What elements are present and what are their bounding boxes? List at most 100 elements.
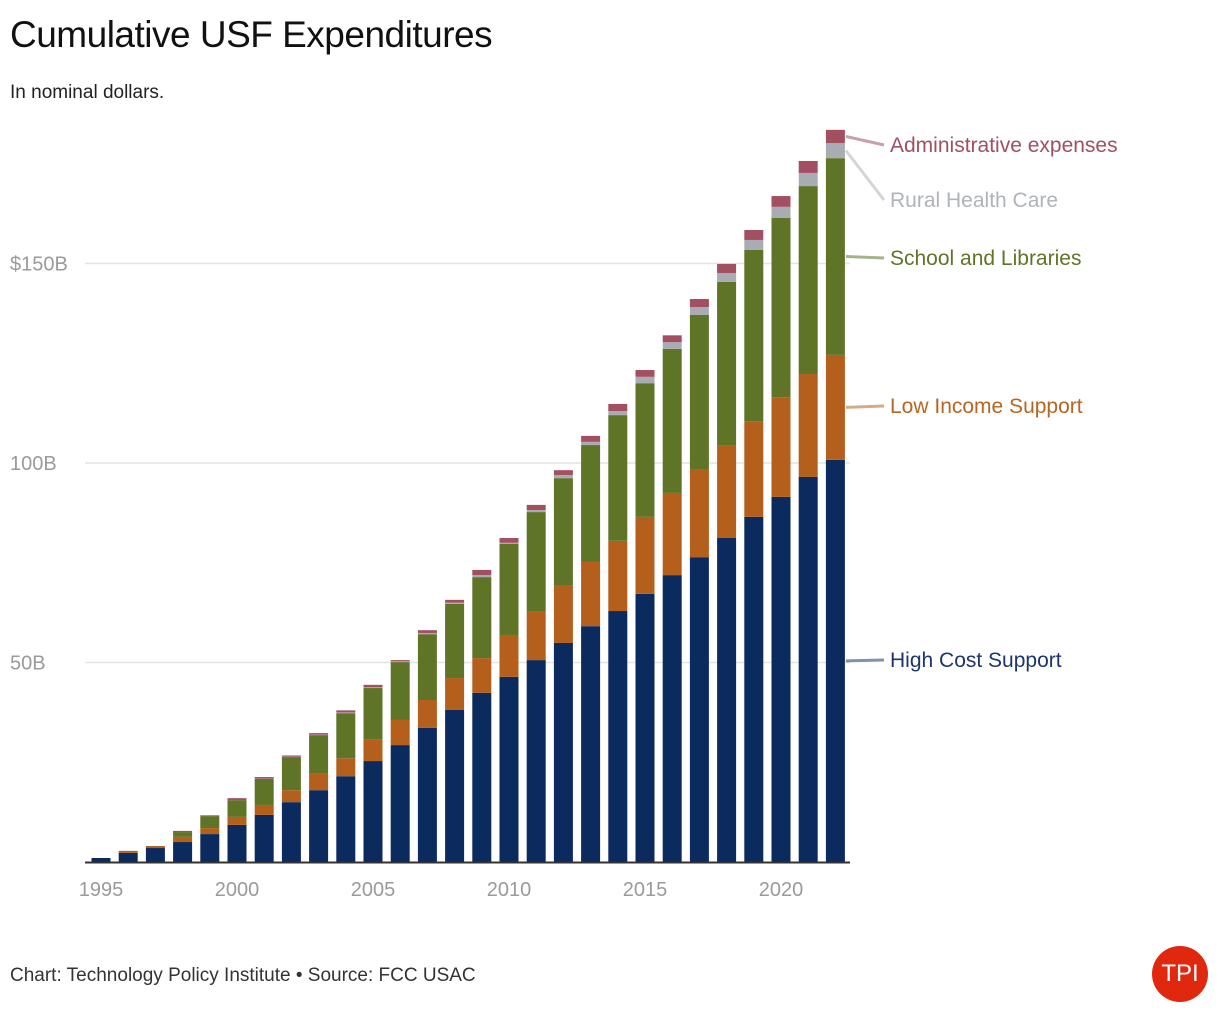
bar-segment-low-income-support <box>445 678 465 710</box>
bar-segment-school-and-libraries <box>825 158 845 355</box>
bar-segment-school-and-libraries <box>526 512 546 612</box>
bar-segment-school-and-libraries <box>581 445 601 562</box>
bar-segment-high-cost-support <box>336 776 356 862</box>
bar-segment-low-income-support <box>145 846 165 849</box>
bar-segment-rural-health-care <box>581 441 601 446</box>
x-tick-label: 2000 <box>215 879 260 901</box>
bar-segment-low-income-support <box>227 816 247 825</box>
bar-segment-school-and-libraries <box>227 800 247 817</box>
bar-segment-rural-health-care <box>608 411 628 416</box>
bar-segment-high-cost-support <box>363 761 383 862</box>
bar-segment-rural-health-care <box>635 376 655 384</box>
bar-segment-high-cost-support <box>798 476 818 862</box>
bar-segment-school-and-libraries <box>635 383 655 517</box>
bar-segment-school-and-libraries <box>417 634 437 701</box>
bar-segment-low-income-support <box>608 540 628 612</box>
bar-segment-school-and-libraries <box>173 832 193 837</box>
bar-segment-low-income-support <box>717 445 737 539</box>
bar-segment-rural-health-care <box>417 632 437 635</box>
bar-segment-administrative-expenses <box>635 370 655 377</box>
bar-segment-school-and-libraries <box>689 314 709 469</box>
bar-segment-high-cost-support <box>581 626 601 862</box>
y-tick-label: $150B <box>10 254 68 276</box>
bar-segment-high-cost-support <box>717 538 737 862</box>
bar-segment-low-income-support <box>581 561 601 627</box>
bar-segment-high-cost-support <box>254 814 274 862</box>
bar-segment-administrative-expenses <box>309 733 329 735</box>
bar-segment-administrative-expenses <box>744 229 764 240</box>
bar-segment-school-and-libraries <box>309 735 329 774</box>
bar-segment-low-income-support <box>200 828 220 835</box>
bar-segment-high-cost-support <box>526 660 546 862</box>
bar-segment-high-cost-support <box>390 745 410 862</box>
bar-segment-rural-health-care <box>553 474 573 479</box>
bar-segment-school-and-libraries <box>336 713 356 759</box>
bar-segment-administrative-expenses <box>825 129 845 144</box>
leader-line <box>845 404 885 409</box>
bar-segment-high-cost-support <box>173 842 193 862</box>
bar-segment-school-and-libraries <box>662 348 682 493</box>
bar-segment-rural-health-care <box>798 172 818 187</box>
bar-segment-low-income-support <box>472 658 492 693</box>
source-credit: Chart: Technology Policy Institute • Sou… <box>10 965 476 986</box>
bar-segment-high-cost-support <box>635 593 655 862</box>
bar-segment-administrative-expenses <box>363 684 383 688</box>
chart-subtitle: In nominal dollars. <box>10 82 165 103</box>
bar-segment-rural-health-care <box>689 306 709 315</box>
bar-segment-high-cost-support <box>200 834 220 862</box>
bar-segment-high-cost-support <box>472 692 492 862</box>
bar-segment-low-income-support <box>798 374 818 477</box>
bar-segment-high-cost-support <box>608 611 628 862</box>
bar-segment-administrative-expenses <box>254 777 274 779</box>
bar-segment-administrative-expenses <box>227 798 247 801</box>
bar-segment-administrative-expenses <box>771 196 791 207</box>
bar-segment-low-income-support <box>336 758 356 777</box>
bar-segment-rural-health-care <box>390 661 410 663</box>
bar-segment-low-income-support <box>254 804 274 815</box>
bar-segment-administrative-expenses <box>689 299 709 307</box>
bar-segment-low-income-support <box>173 836 193 843</box>
bar-segment-administrative-expenses <box>526 504 546 511</box>
leader-line <box>845 255 885 260</box>
bar-segment-school-and-libraries <box>553 478 573 586</box>
bar-segment-administrative-expenses <box>499 538 519 543</box>
bar-segment-high-cost-support <box>744 516 764 862</box>
leader-line <box>845 134 885 147</box>
bar-segment-school-and-libraries <box>608 415 628 541</box>
bar-segment-low-income-support <box>363 739 383 762</box>
y-tick-label: 50B <box>10 653 46 675</box>
bar-segment-school-and-libraries <box>445 603 465 679</box>
bar-segment-administrative-expenses <box>445 599 465 603</box>
bar-segment-low-income-support <box>689 468 709 558</box>
bar-segment-administrative-expenses <box>798 160 818 173</box>
series-label: Rural Health Care <box>890 189 1058 212</box>
bar-segment-school-and-libraries <box>798 186 818 375</box>
bar-segment-low-income-support <box>662 492 682 576</box>
bar-segment-low-income-support <box>825 354 845 460</box>
bar-segment-high-cost-support <box>91 858 111 862</box>
bar-segment-school-and-libraries <box>390 662 410 720</box>
bar-segment-administrative-expenses <box>717 263 737 274</box>
bar-segment-high-cost-support <box>445 709 465 862</box>
bar-segment-high-cost-support <box>145 848 165 862</box>
bar-segment-high-cost-support <box>309 790 329 862</box>
x-tick-label: 2020 <box>759 879 804 901</box>
bar-segment-administrative-expenses <box>173 830 193 833</box>
bar-segment-rural-health-care <box>499 542 519 544</box>
bar-segment-administrative-expenses <box>472 569 492 576</box>
bar-segment-rural-health-care <box>445 602 465 604</box>
bar-segment-high-cost-support <box>118 852 138 862</box>
bar-segment-school-and-libraries <box>200 816 220 829</box>
bar-segment-high-cost-support <box>499 676 519 862</box>
chart-title: Cumulative USF Expenditures <box>10 14 493 55</box>
bar-segment-administrative-expenses <box>662 335 682 343</box>
bar-segment-rural-health-care <box>472 575 492 578</box>
bar-segment-administrative-expenses <box>608 403 628 412</box>
series-label: Low Income Support <box>890 395 1083 418</box>
bar-segment-high-cost-support <box>281 802 301 862</box>
series-label: School and Libraries <box>890 247 1081 270</box>
bar-segment-administrative-expenses <box>200 815 220 817</box>
bar-segment-administrative-expenses <box>281 755 301 757</box>
bar-segment-low-income-support <box>499 634 519 677</box>
